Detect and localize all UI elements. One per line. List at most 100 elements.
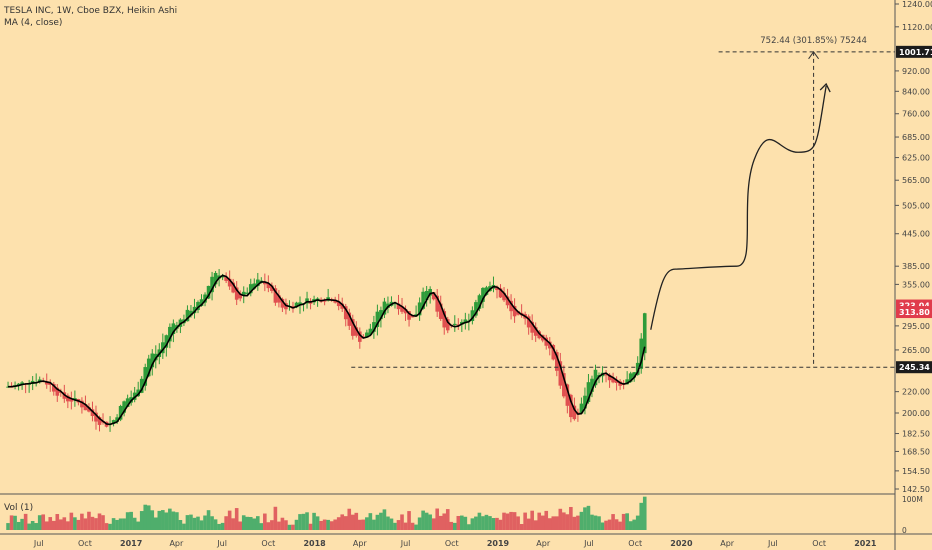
price-pane[interactable] — [6, 269, 647, 432]
volume-bar — [312, 512, 316, 530]
candle-body — [593, 369, 598, 386]
candle-body — [266, 282, 271, 289]
candle-body — [611, 377, 615, 383]
price-axis[interactable]: 1240.00 1120.00 920.00 840.00 760.00 685.00 62… — [894, 0, 932, 550]
candle-body — [125, 398, 130, 407]
volume-bar — [287, 524, 292, 530]
volume-bar — [122, 518, 126, 530]
candle-body — [435, 295, 439, 312]
price-label-text: 1001.71 — [899, 48, 932, 57]
price-tick-label: 142.50 — [902, 485, 930, 494]
volume-bar — [481, 516, 485, 530]
volume-bar — [354, 512, 359, 530]
candle-body — [168, 326, 172, 342]
volume-bar — [125, 512, 130, 530]
candle-body — [171, 323, 176, 335]
candle-body — [241, 291, 246, 296]
volume-bar — [417, 517, 422, 530]
candle-body — [590, 378, 594, 392]
volume-bar — [326, 519, 330, 530]
candle-body — [484, 287, 489, 295]
volume-bar — [442, 513, 447, 530]
volume-bar — [445, 509, 450, 530]
volume-bar — [537, 512, 542, 530]
volume-bar — [583, 507, 587, 530]
volume-bar — [569, 506, 573, 530]
volume-bar — [20, 518, 24, 530]
volume-bar — [83, 518, 88, 530]
volume-bar — [238, 521, 243, 530]
candle-body — [210, 276, 214, 293]
volume-bar — [554, 516, 559, 530]
candle-body — [607, 374, 612, 381]
candle-body — [97, 417, 102, 425]
price-label-text: 313.80 — [899, 308, 930, 317]
volume-bar — [618, 521, 622, 530]
candle-body — [185, 309, 190, 322]
candle-body — [516, 311, 520, 315]
candle-body — [255, 279, 260, 287]
candle-body — [115, 417, 119, 422]
price-tick-label: 154.50 — [902, 467, 930, 476]
volume-bar — [544, 510, 549, 530]
volume-bar — [407, 511, 411, 530]
candle-body — [80, 400, 84, 408]
candle-body — [231, 282, 235, 293]
volume-bar — [9, 515, 14, 530]
candle-body — [66, 395, 70, 402]
volume-bar — [315, 516, 320, 530]
candle-body — [143, 367, 148, 386]
volume-bar — [76, 519, 81, 530]
volume-bar — [41, 514, 46, 530]
volume-bar — [34, 523, 38, 530]
volume-bar — [80, 513, 84, 530]
candle-body — [55, 387, 60, 396]
volume-bar — [590, 514, 594, 530]
candle-body — [161, 342, 165, 354]
volume-bar — [139, 511, 144, 530]
time-tick-label: 2019 — [487, 539, 510, 548]
volume-bar — [519, 524, 524, 530]
volume-bar — [593, 515, 598, 530]
candle-body — [263, 281, 267, 285]
time-axis[interactable]: Jul Oct 2017 Apr Jul Oct 2018 Apr Jul Oct 2019 Apr J… — [0, 533, 932, 548]
volume-bar — [438, 515, 443, 530]
drawing-layer — [351, 50, 895, 368]
candle-body — [122, 401, 126, 413]
volume-bar — [547, 518, 552, 530]
candle-body — [502, 292, 506, 301]
volume-bar — [298, 514, 302, 530]
moving-average-line — [8, 274, 646, 426]
volume-bar — [182, 523, 186, 530]
volume-bar — [277, 521, 281, 530]
candle-body — [206, 285, 211, 299]
volume-bar — [604, 520, 608, 530]
price-tick-label: 505.00 — [902, 201, 930, 210]
candle-body — [51, 383, 56, 392]
candle-body — [438, 303, 443, 319]
volume-bar — [143, 504, 148, 530]
volume-bar — [115, 519, 119, 530]
candle-body — [558, 361, 563, 386]
volume-bar — [30, 520, 35, 530]
candle-body — [572, 405, 577, 420]
volume-bar — [410, 522, 415, 530]
volume-bar — [108, 523, 112, 530]
candle-body — [322, 300, 327, 302]
volume-bar — [333, 519, 337, 530]
volume-bar — [227, 510, 232, 530]
volume-bar — [551, 516, 556, 530]
price-label-text: 245.34 — [899, 363, 930, 372]
volume-bar — [611, 514, 615, 530]
volume-bar — [382, 509, 387, 530]
candle-body — [403, 309, 408, 314]
volume-pane[interactable]: 100M 0 — [0, 493, 923, 535]
time-tick-label: Oct — [78, 539, 92, 548]
price-label-badge — [896, 361, 932, 374]
projection-path — [650, 85, 827, 330]
volume-bar — [562, 512, 566, 530]
volume-bar — [523, 512, 527, 530]
